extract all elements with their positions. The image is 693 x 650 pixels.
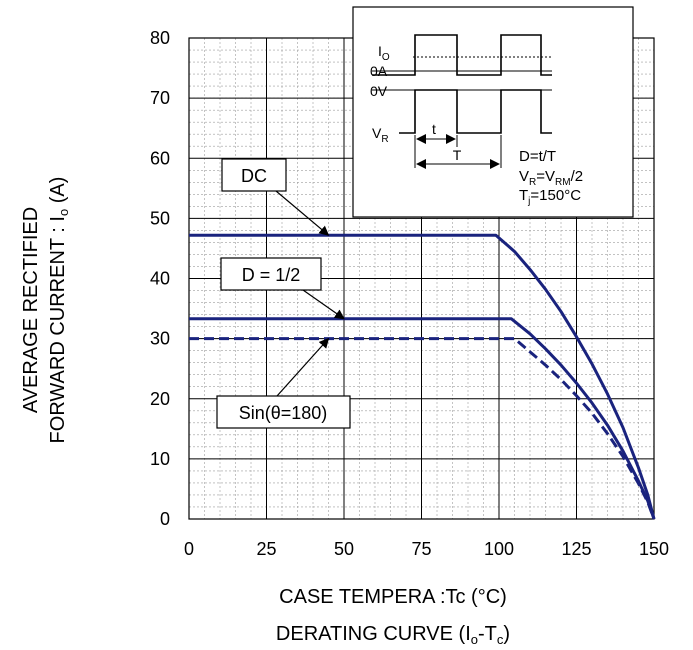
annotation-dc-box bbox=[221, 158, 287, 192]
inset-box bbox=[352, 6, 634, 218]
annotation-dc: DC bbox=[221, 158, 330, 236]
series-line-2 bbox=[189, 337, 656, 520]
d-formula: D=t/T bbox=[519, 148, 556, 165]
y-tick-label: 70 bbox=[150, 88, 170, 108]
inset-waveform: IO 0A 0V VR t T D=t/T VR=VRM/2 Tj=150°C bbox=[352, 6, 634, 218]
x-tick-label: 25 bbox=[256, 539, 276, 559]
vr-label: VR bbox=[372, 125, 389, 145]
y-tick-label: 60 bbox=[150, 148, 170, 168]
y-tick-label: 0 bbox=[160, 509, 170, 529]
y-tick-label: 20 bbox=[150, 389, 170, 409]
annotation-d-half-box bbox=[220, 257, 322, 291]
y-tick-label: 50 bbox=[150, 208, 170, 228]
y-axis-label: AVERAGE RECTIFIED FORWARD CURRENT : Io (… bbox=[20, 177, 71, 444]
io-label: IO bbox=[378, 43, 390, 63]
x-tick-label: 50 bbox=[334, 539, 354, 559]
tj-formula: Tj=150°C bbox=[519, 187, 581, 207]
zero-v-label: 0V bbox=[370, 83, 388, 99]
annotation-sin: Sin(θ=180) bbox=[216, 337, 351, 429]
x-tick-label: 75 bbox=[411, 539, 431, 559]
annotation-d-half-label: D = 1/2 bbox=[242, 265, 301, 285]
t-label: t bbox=[432, 121, 436, 137]
x-tick-label: 150 bbox=[639, 539, 669, 559]
chart-title: DERATING CURVE (Io-Tc) bbox=[276, 623, 510, 647]
annotation-sin-label: Sin(θ=180) bbox=[239, 403, 328, 423]
annotation-sin-box bbox=[216, 395, 351, 429]
annotation-d-half: D = 1/2 bbox=[220, 257, 345, 320]
y-tick-label: 80 bbox=[150, 28, 170, 48]
y-tick-label: 30 bbox=[150, 329, 170, 349]
annotation-sin-arrow bbox=[276, 337, 330, 397]
x-tick-label: 0 bbox=[184, 539, 194, 559]
vr-formula: VR=VRM/2 bbox=[519, 168, 583, 188]
T-label: T bbox=[453, 147, 462, 163]
y-axis-label-line1: AVERAGE RECTIFIED bbox=[20, 207, 42, 413]
current-waveform bbox=[372, 34, 552, 76]
voltage-waveform bbox=[399, 89, 552, 134]
x-axis-label: CASE TEMPERA :Tc (°C) bbox=[279, 586, 507, 608]
x-tick-label: 100 bbox=[484, 539, 514, 559]
zero-a-label: 0A bbox=[370, 63, 388, 79]
x-tick-label: 125 bbox=[561, 539, 591, 559]
y-tick-label: 40 bbox=[150, 269, 170, 289]
y-tick-labels: 0 10 20 30 40 50 60 70 80 bbox=[150, 28, 170, 529]
annotation-d-half-arrow bbox=[302, 289, 345, 320]
y-tick-label: 10 bbox=[150, 449, 170, 469]
annotation-dc-arrow bbox=[275, 190, 330, 236]
series-layer bbox=[189, 233, 656, 520]
x-tick-labels: 0 25 50 75 100 125 150 bbox=[184, 539, 669, 559]
series-line-0 bbox=[189, 233, 656, 520]
annotation-dc-label: DC bbox=[241, 166, 267, 186]
y-axis-label-line2: FORWARD CURRENT : Io (A) bbox=[47, 177, 71, 444]
